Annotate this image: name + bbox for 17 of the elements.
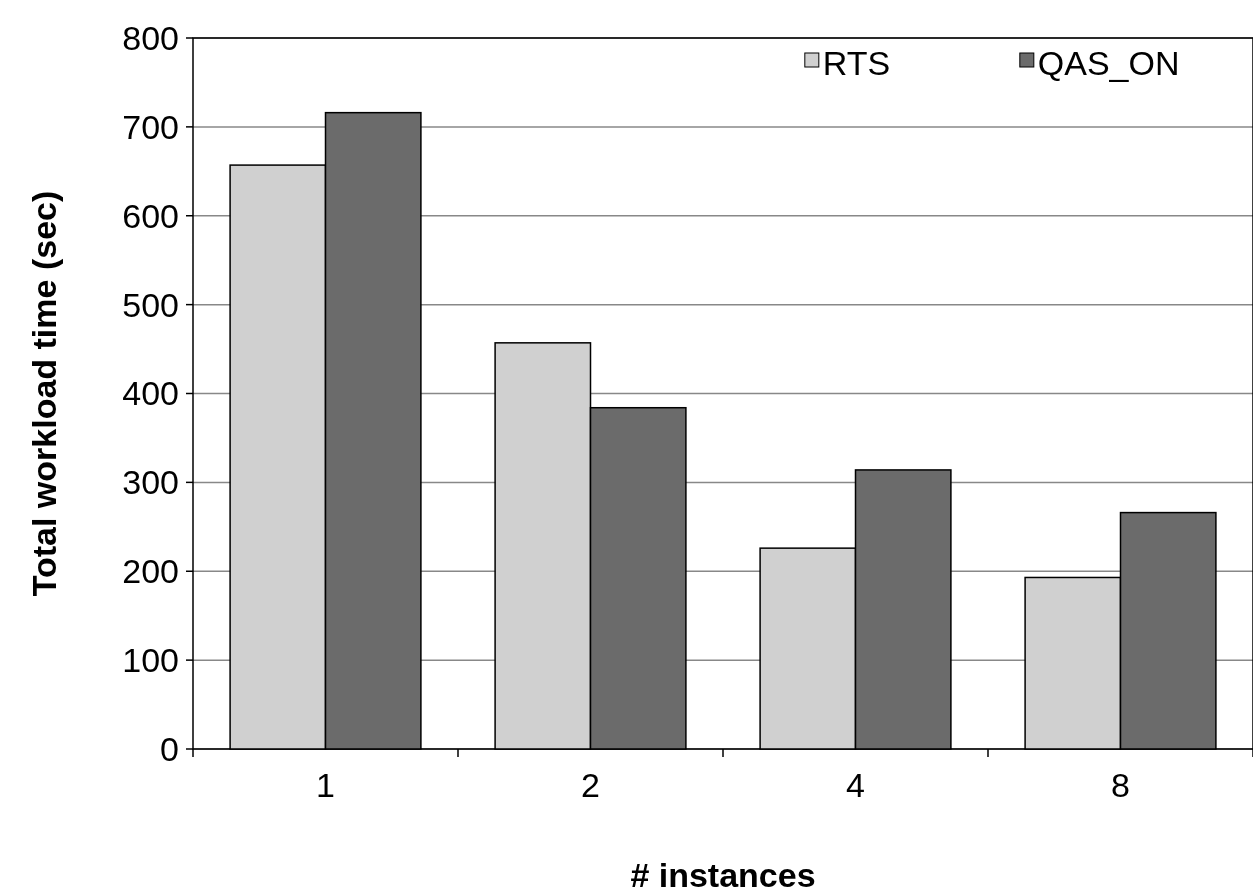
y-tick-label: 600 (122, 196, 179, 235)
y-tick-label: 300 (122, 463, 179, 502)
y-tick-label: 100 (122, 641, 179, 680)
y-tick-label: 800 (122, 18, 179, 57)
y-tick-label: 500 (122, 285, 179, 324)
y-tick-label: 0 (160, 729, 179, 768)
x-tick-label: 4 (846, 766, 865, 804)
y-tick-label: 700 (122, 107, 179, 146)
legend-label: RTS (822, 44, 891, 82)
x-tick-label: 1 (316, 766, 335, 804)
x-tick-label: 2 (581, 766, 600, 804)
x-axis-title: # instances (630, 856, 816, 891)
y-tick-label: 400 (122, 374, 179, 413)
y-tick-label: 200 (122, 552, 179, 591)
y-axis-title: Total workload time (sec) (25, 190, 63, 597)
x-tick-label: 8 (1111, 766, 1130, 804)
legend-label: QAS_ON (1037, 44, 1180, 82)
